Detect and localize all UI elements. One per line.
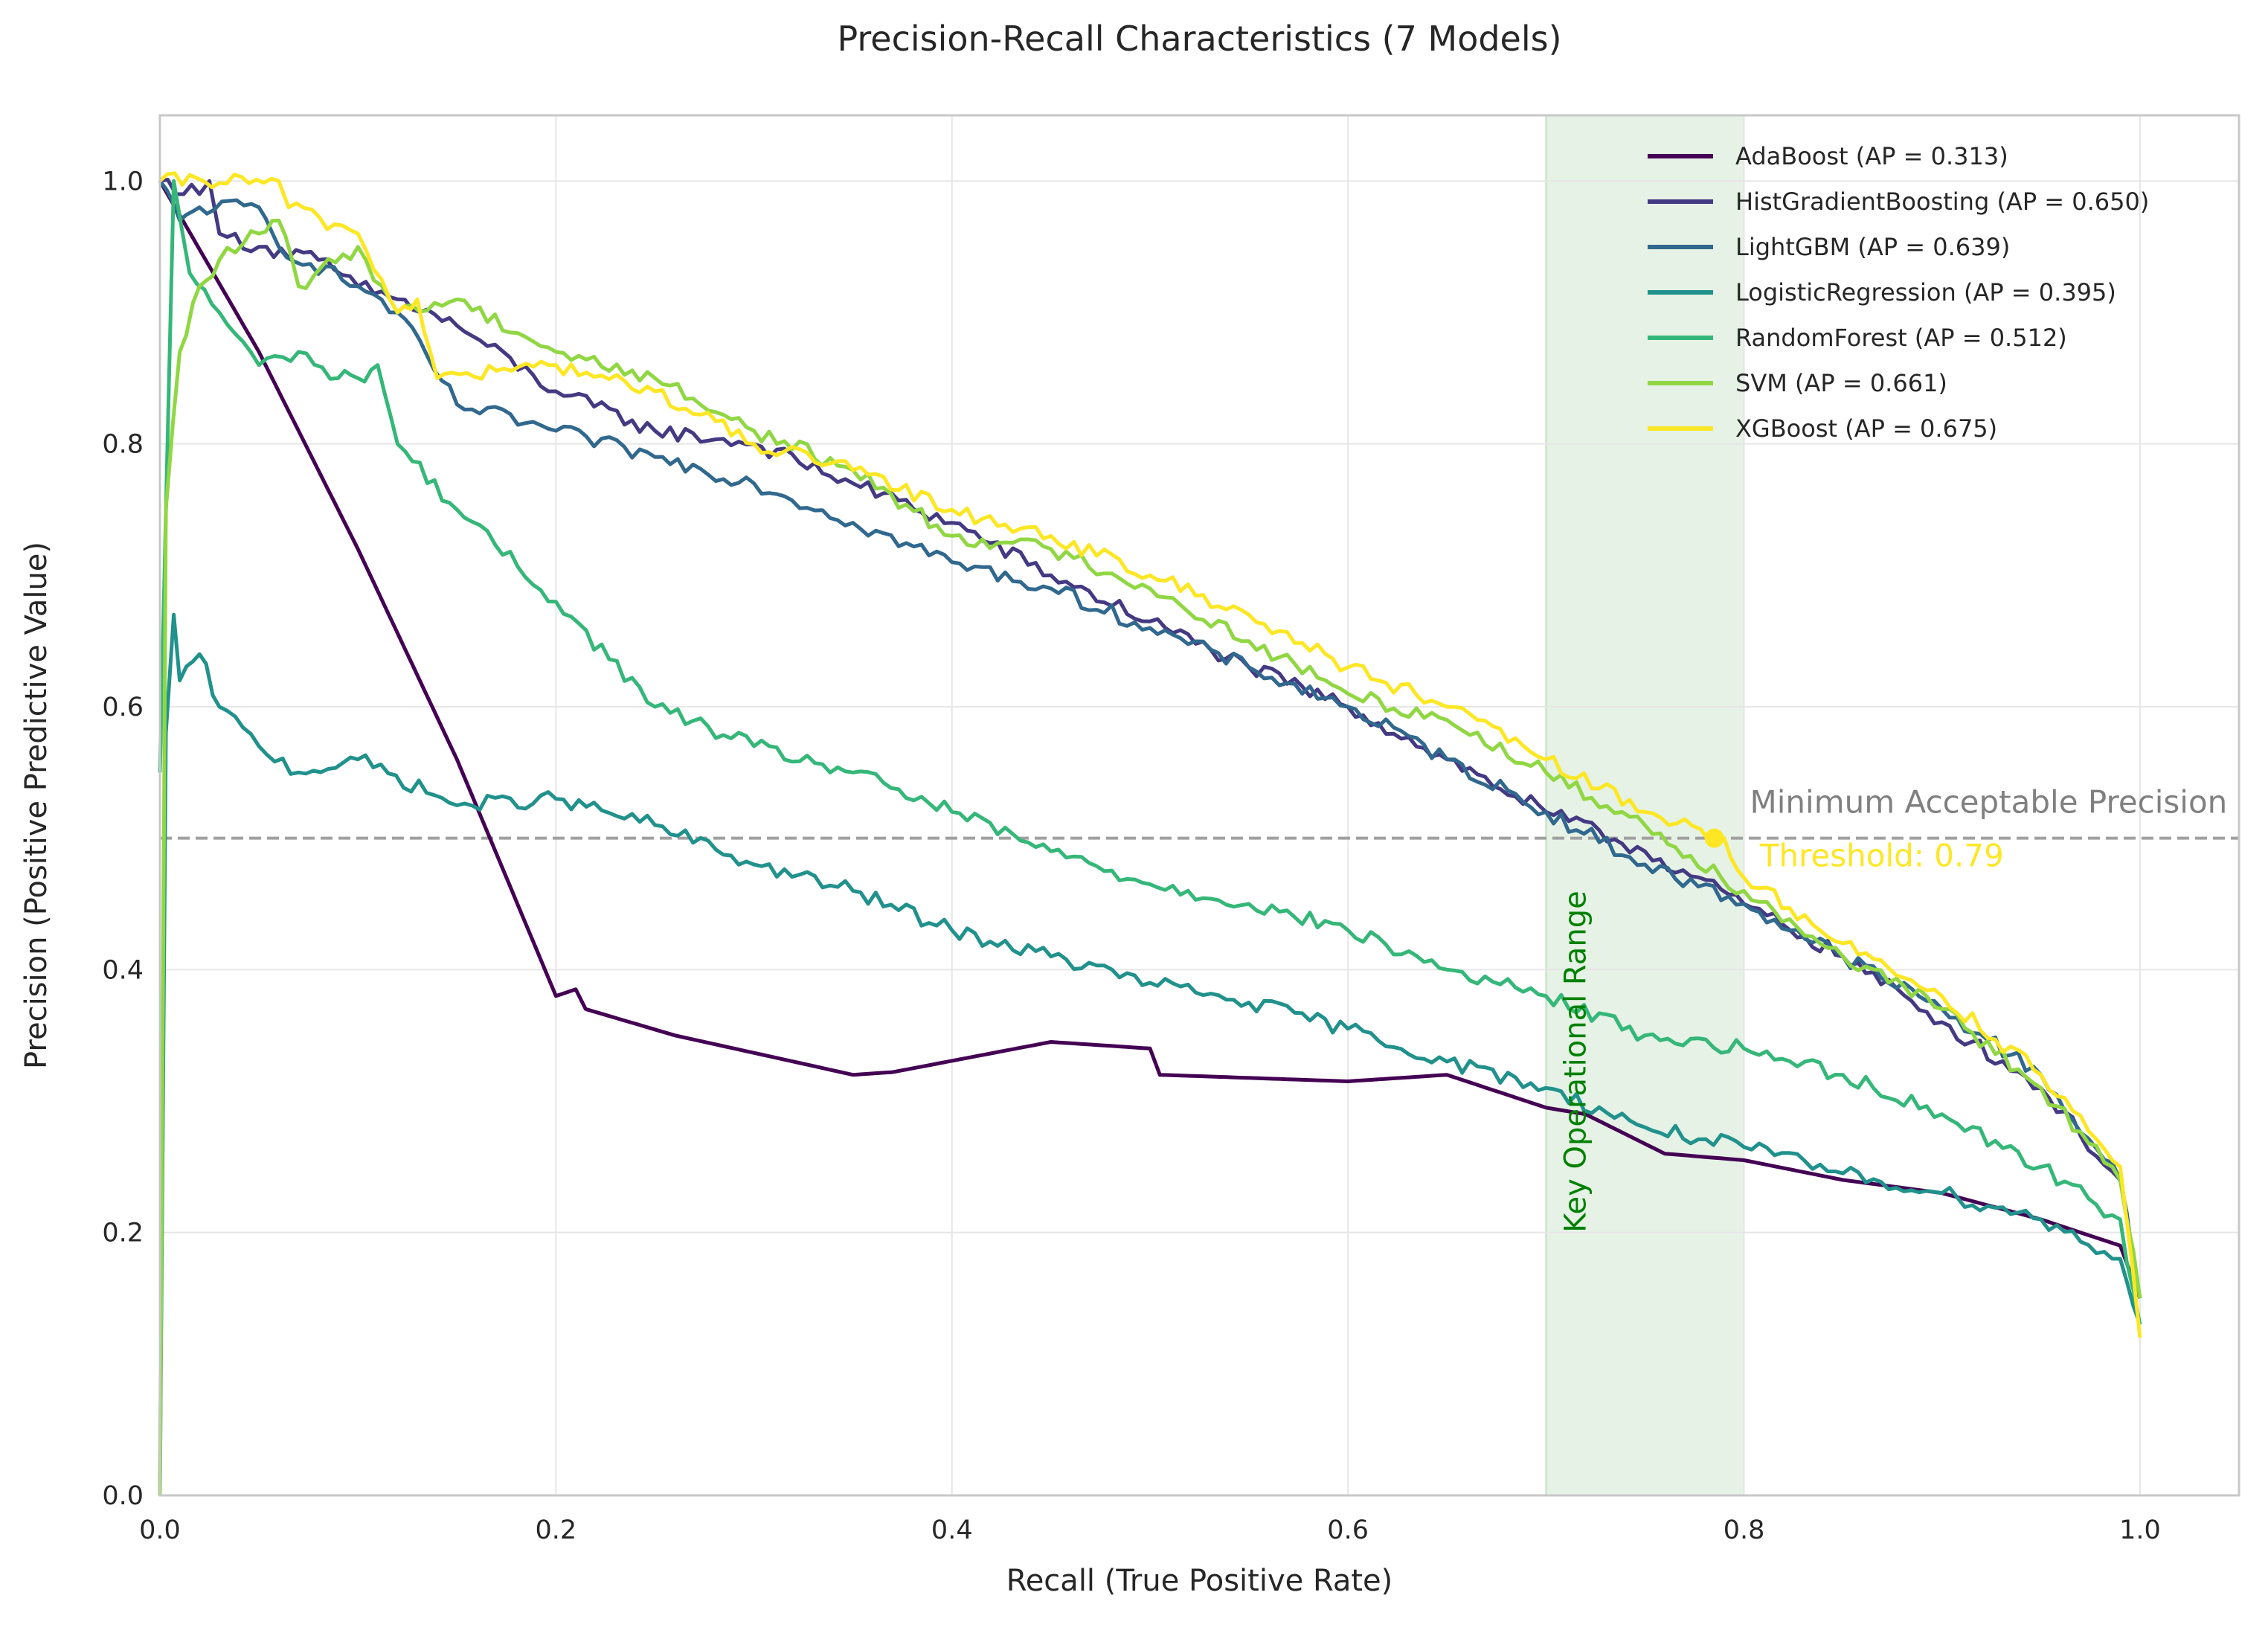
x-axis-label: Recall (True Positive Rate)	[1006, 1564, 1393, 1598]
series-line-lightgbm	[158, 179, 2142, 1299]
x-tick-label: 0.6	[1327, 1515, 1369, 1545]
legend-label-xgboost: XGBoost (AP = 0.675)	[1735, 414, 1997, 443]
y-tick-label: 0.8	[102, 430, 144, 460]
y-tick-label: 0.6	[102, 693, 144, 722]
y-tick-label: 0.2	[102, 1219, 144, 1248]
series-line-logisticregression	[158, 612, 2142, 1496]
threshold-point-label: Threshold: 0.79	[1759, 838, 2004, 874]
operational-range-band	[1545, 115, 1745, 1496]
x-tick-label: 0.4	[931, 1515, 973, 1545]
operational-range-label: Key Operational Range	[1559, 891, 1593, 1232]
legend-label-logisticregression: LogisticRegression (AP = 0.395)	[1735, 278, 2116, 307]
series-line-adaboost	[158, 180, 2142, 1299]
plot-frame	[158, 114, 2240, 1497]
y-tick-label: 0.4	[102, 955, 144, 985]
legend-label-lightgbm: LightGBM (AP = 0.639)	[1735, 233, 2010, 261]
legend: AdaBoost (AP = 0.313) HistGradientBoostin…	[1648, 142, 2149, 443]
threshold-line-label: Minimum Acceptable Precision	[1750, 784, 2228, 821]
series-line-histgradientboosting	[159, 178, 2142, 1299]
series-line-randomforest	[158, 179, 2142, 1325]
y-tick-label: 1.0	[102, 167, 144, 196]
threshold-point-marker	[1704, 828, 1724, 848]
x-tick-label: 1.0	[2119, 1515, 2161, 1545]
series-line-xgboost	[158, 171, 2142, 1338]
legend-label-adaboost: AdaBoost (AP = 0.313)	[1735, 142, 2008, 170]
x-tick-label: 0.0	[139, 1515, 181, 1545]
legend-label-histgradientboosting: HistGradientBoosting (AP = 0.650)	[1735, 187, 2149, 216]
y-tick-label: 0.0	[102, 1481, 144, 1511]
legend-label-randomforest: RandomForest (AP = 0.512)	[1735, 324, 2067, 352]
chart-title: Precision-Recall Characteristics (7 Mode…	[837, 19, 1561, 59]
y-axis-label: Precision (Positive Predictive Value)	[19, 542, 54, 1069]
legend-label-svm: SVM (AP = 0.661)	[1735, 369, 1947, 397]
series-line-svm	[158, 218, 2142, 1496]
x-tick-label: 0.2	[536, 1515, 577, 1545]
x-tick-label: 0.8	[1724, 1515, 1765, 1545]
